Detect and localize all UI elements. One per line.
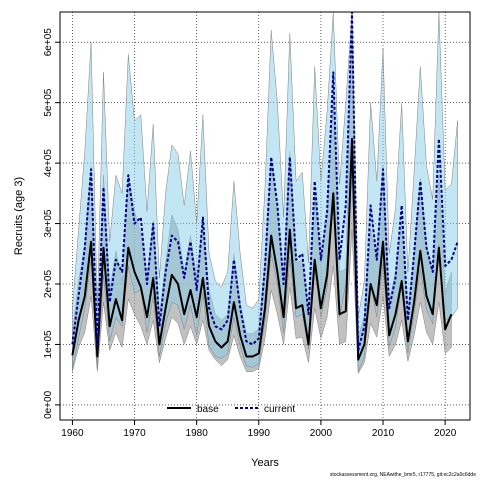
legend-label-current: current <box>264 404 295 415</box>
y-axis: 0e+00 1e+05 2e+05 3e+05 4e+05 5e+05 6e+05 <box>43 28 60 419</box>
x-axis: 1960 1970 1980 1990 2000 2010 2020 <box>61 420 457 439</box>
x-tick-label: 2000 <box>310 428 333 439</box>
x-tick-label: 1980 <box>186 428 209 439</box>
x-tick-label: 1960 <box>61 428 84 439</box>
plot-frame <box>59 11 471 421</box>
x-axis-title: Years <box>251 457 279 469</box>
x-tick-label: 1970 <box>123 428 146 439</box>
x-tick-label: 2010 <box>372 428 395 439</box>
y-tick-label: 1e+05 <box>43 330 54 359</box>
y-tick-label: 4e+05 <box>43 149 54 178</box>
source-note: stockassessment.org, NEAwithe_bmr5, r177… <box>330 472 476 478</box>
x-tick-label: 2020 <box>434 428 457 439</box>
y-tick-label: 2e+05 <box>43 270 54 299</box>
y-tick-label: 6e+05 <box>43 28 54 57</box>
x-tick-label: 1990 <box>248 428 271 439</box>
y-axis-title: Recruits (age 3) <box>13 177 25 255</box>
series-line-current <box>71 12 459 352</box>
series-line-base <box>71 137 453 361</box>
ci-band-current <box>72 12 458 372</box>
y-tick-label: 0e+00 <box>43 390 54 419</box>
confidence-bands <box>72 12 458 375</box>
y-tick-label: 5e+05 <box>43 88 54 117</box>
legend-label-base: base <box>197 404 219 415</box>
y-tick-label: 3e+05 <box>43 209 54 238</box>
series-lines <box>71 12 459 361</box>
legend: base current <box>167 404 295 415</box>
